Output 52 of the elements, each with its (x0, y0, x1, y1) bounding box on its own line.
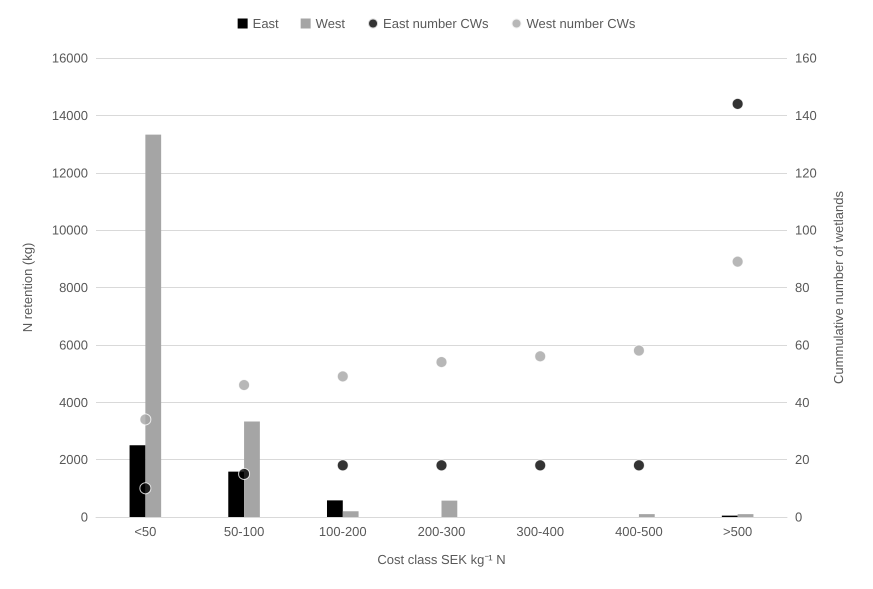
y2-tick-label: 60 (795, 337, 810, 352)
point (238, 379, 250, 392)
legend-label: East (252, 16, 280, 31)
point (632, 344, 645, 357)
legend-label: West (316, 16, 346, 31)
y-tick-label: 16000 (52, 50, 88, 66)
y-tick-label: 14000 (52, 108, 88, 123)
bar (326, 500, 343, 517)
y-tick-label: 4000 (59, 394, 88, 410)
point (534, 350, 546, 362)
x-tick-label: 300-400 (516, 524, 564, 539)
bar (442, 500, 458, 517)
point (436, 459, 448, 472)
y2-tick-label: 160 (795, 50, 817, 66)
y2-tick-label: 140 (795, 108, 817, 123)
point (732, 98, 744, 110)
y-tick-label: 2000 (59, 452, 88, 468)
y2-tick-label: 0 (795, 510, 802, 524)
y-axis-title: N retention (kg) (20, 242, 35, 332)
point (139, 482, 152, 494)
point (336, 370, 349, 382)
y2-tick-label: 40 (795, 394, 810, 410)
legend-label: East number CWs (383, 16, 490, 31)
y-tick-label: 6000 (59, 337, 88, 352)
point (534, 459, 546, 472)
point (238, 468, 250, 480)
x-tick-label: 50-100 (224, 524, 264, 539)
y2-tick-label: 20 (795, 452, 810, 468)
bar (342, 511, 359, 517)
y2-axis-title: Cummulative number of wetlands (831, 190, 846, 384)
point (336, 459, 349, 472)
x-tick-label: 200-300 (418, 524, 466, 539)
y2-tick-label: 100 (795, 222, 817, 238)
bar (638, 514, 655, 517)
y2-tick-label: 120 (795, 165, 817, 180)
x-axis-title: Cost class SEK kg⁻¹ N (377, 552, 506, 567)
x-tick-label: 400-500 (615, 524, 663, 539)
x-tick-label: >500 (722, 524, 752, 539)
x-tick-label: <50 (134, 524, 156, 539)
y2-tick-label: 80 (795, 280, 810, 295)
legend-label: West number CWs (526, 16, 636, 31)
point (632, 459, 645, 472)
point (436, 356, 448, 368)
point (139, 413, 152, 426)
x-tick-label: 100-200 (318, 524, 367, 539)
y-tick-label: 0 (80, 510, 88, 524)
y-tick-label: 10000 (52, 222, 88, 238)
bar (738, 514, 754, 517)
y-tick-label: 12000 (52, 165, 88, 180)
y-tick-label: 8000 (59, 280, 88, 295)
bar (244, 421, 260, 517)
point (732, 256, 744, 268)
